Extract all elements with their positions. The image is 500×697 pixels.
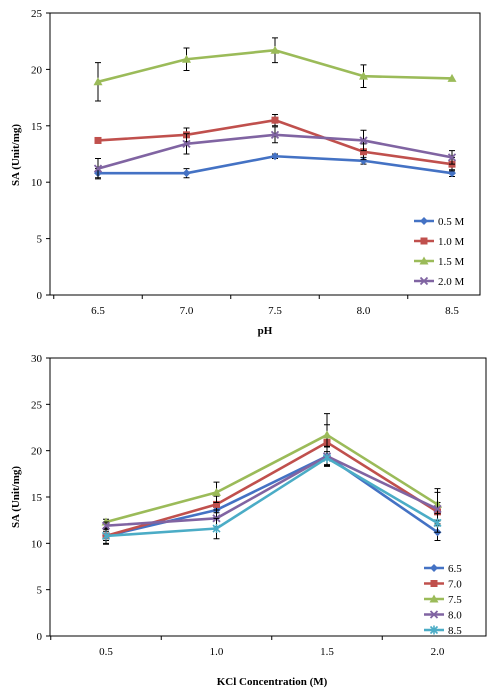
chart-ph: 0 5 10 15 20 25 6.5 7.0 7.5 8.0 8.5 SA (Unit/mg) p… — [10, 8, 481, 337]
data-point — [182, 139, 191, 148]
data-point — [433, 518, 442, 528]
plot-frame — [49, 12, 481, 296]
data-point — [322, 430, 332, 439]
y-tick-label: 5 — [37, 585, 43, 597]
legend-label: 1.0 M — [438, 236, 465, 248]
series-line — [105, 433, 439, 524]
data-point — [433, 504, 442, 514]
legend-marker — [430, 580, 438, 587]
chart-kcl-legend: 6.5 7.0 7.5 8.0 8.5 — [424, 563, 462, 637]
chart-kcl-axes: 0 5 10 15 20 25 30 0.5 1.0 1.5 2.0 — [31, 353, 487, 658]
legend-label: 1.5 M — [438, 256, 465, 268]
data-point — [182, 54, 191, 63]
y-tick-label: 25 — [31, 399, 43, 411]
chart-ph-xlabel: pH — [258, 325, 273, 337]
data-point — [93, 77, 103, 86]
data-point — [182, 169, 191, 178]
legend-marker — [419, 276, 429, 286]
legend-item: 7.0 — [424, 579, 462, 591]
x-tick-label: 1.5 — [320, 646, 334, 658]
y-tick-label: 5 — [37, 234, 43, 246]
legend-marker — [429, 610, 439, 619]
y-tick-label: 20 — [31, 64, 43, 76]
series-8.5 — [101, 451, 442, 542]
chart-kcl-ylabel: SA (Unit/mg) — [10, 466, 22, 528]
chart-ph-legend: 0.5 M 1.0 M 1.5 M 2.0 M — [414, 216, 465, 288]
series-line — [105, 456, 439, 538]
data-point — [447, 73, 457, 82]
data-point — [270, 130, 280, 139]
legend-label: 8.0 — [448, 610, 462, 622]
chart-ph-plot-area — [93, 37, 457, 180]
y-tick-label: 30 — [31, 353, 43, 365]
data-point — [270, 45, 280, 54]
legend-item: 2.0 M — [414, 276, 465, 288]
x-tick-label: 1.0 — [210, 646, 224, 658]
chart-ph-ylabel: SA (Unit/mg) — [10, 124, 22, 186]
legend-item: 8.0 — [424, 610, 462, 622]
data-point — [101, 531, 111, 541]
data-point — [213, 500, 220, 508]
series-line — [105, 441, 439, 538]
x-tick-label: 6.5 — [91, 305, 105, 317]
x-tick-label: 8.5 — [445, 305, 459, 317]
chart-ph-axes: 0 5 10 15 20 25 6.5 7.0 7.5 8.0 8.5 — [31, 8, 481, 317]
y-tick-label: 0 — [37, 631, 43, 643]
legend-label: 7.0 — [448, 579, 462, 591]
legend-item: 7.5 — [424, 594, 462, 606]
legend-label: 2.0 M — [438, 276, 465, 288]
data-point — [359, 156, 368, 165]
legend-marker — [420, 237, 428, 245]
legend-item: 6.5 — [424, 563, 462, 575]
y-tick-label: 0 — [37, 290, 43, 302]
data-point — [447, 153, 457, 162]
y-tick-label: 20 — [31, 446, 43, 458]
legend-label: 6.5 — [448, 563, 462, 575]
data-point — [212, 487, 221, 496]
data-point — [359, 71, 368, 80]
legend-label: 0.5 M — [438, 216, 465, 228]
chart-kcl-xlabel: KCl Concentration (M) — [217, 676, 328, 688]
legend-item: 1.0 M — [414, 236, 465, 248]
legend-marker — [419, 256, 429, 265]
y-tick-label: 15 — [31, 121, 43, 133]
data-point — [359, 136, 368, 145]
data-point — [212, 524, 221, 534]
y-tick-label: 10 — [31, 177, 43, 189]
data-point — [271, 152, 279, 161]
chart-kcl-plot-area — [101, 413, 442, 545]
legend-item: 1.5 M — [414, 256, 465, 268]
y-tick-label: 15 — [31, 492, 43, 504]
y-tick-label: 25 — [31, 8, 43, 20]
x-tick-label: 2.0 — [431, 646, 445, 658]
legend-label: 8.5 — [448, 625, 462, 637]
y-tick-label: 10 — [31, 538, 43, 550]
data-point — [271, 116, 279, 124]
x-tick-label: 8.0 — [357, 305, 371, 317]
data-point — [94, 136, 102, 144]
series-1.5-m — [93, 37, 457, 102]
series-2.0-m — [93, 126, 457, 180]
data-point — [101, 521, 111, 530]
legend-label: 7.5 — [448, 594, 462, 606]
data-point — [360, 148, 367, 156]
legend-marker — [420, 217, 428, 225]
data-point — [322, 453, 332, 463]
legend-item: 0.5 M — [414, 216, 465, 228]
x-tick-label: 7.0 — [180, 305, 194, 317]
x-tick-label: 0.5 — [99, 646, 113, 658]
x-tick-label: 7.5 — [268, 305, 282, 317]
legend-marker — [429, 625, 439, 635]
legend-item: 8.5 — [424, 625, 462, 637]
legend-marker — [429, 594, 439, 603]
data-point — [93, 164, 103, 173]
series-line — [105, 454, 439, 528]
chart-kcl: 0 5 10 15 20 25 30 0.5 1.0 1.5 2.0 SA (Unit/mg) KC… — [10, 353, 487, 688]
legend-marker — [430, 564, 438, 572]
